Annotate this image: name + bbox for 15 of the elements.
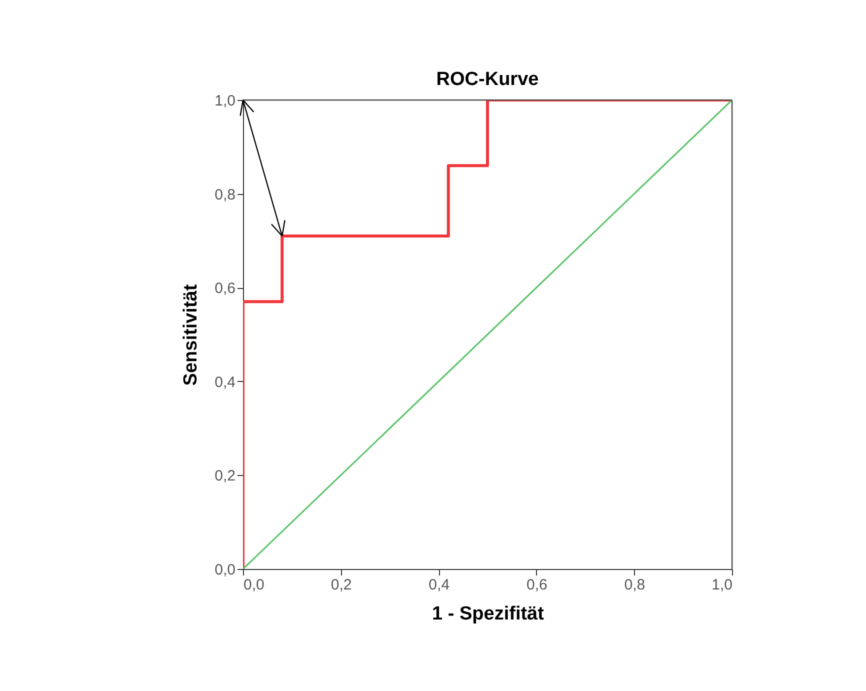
y-tick-label: 0,0: [214, 562, 236, 578]
x-tick-label: 0,6: [526, 576, 548, 594]
x-tick-label: 0,2: [330, 576, 352, 594]
y-tick-label: 0,6: [214, 280, 236, 298]
x-axis-title: 1 - Spezifität: [432, 604, 545, 624]
x-tick-label: 0,4: [428, 576, 450, 594]
y-tick-label: 0,4: [214, 374, 236, 391]
x-tick-label: 0,8: [624, 576, 646, 594]
y-tick-label: 0,2: [214, 468, 236, 485]
x-tick-label: 0,0: [244, 576, 264, 594]
y-tick-label: 1,0: [214, 92, 236, 110]
chart-title: ROC-Kurve: [436, 69, 539, 90]
y-tick-label: 0,8: [214, 186, 236, 204]
y-axis-title: Sensitivität: [180, 284, 202, 386]
x-tick-label: 1,0: [712, 576, 732, 594]
